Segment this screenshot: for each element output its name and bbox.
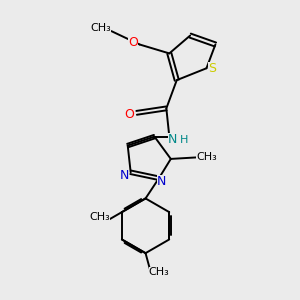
Text: H: H — [180, 136, 188, 146]
Text: CH₃: CH₃ — [91, 22, 111, 32]
Text: S: S — [208, 62, 216, 75]
Text: CH₃: CH₃ — [89, 212, 110, 222]
Text: N: N — [120, 169, 129, 182]
Text: O: O — [124, 108, 134, 122]
Text: CH₃: CH₃ — [196, 152, 217, 161]
Text: CH₃: CH₃ — [148, 268, 169, 278]
Text: N: N — [168, 133, 177, 146]
Text: N: N — [157, 175, 167, 188]
Text: O: O — [128, 36, 138, 49]
